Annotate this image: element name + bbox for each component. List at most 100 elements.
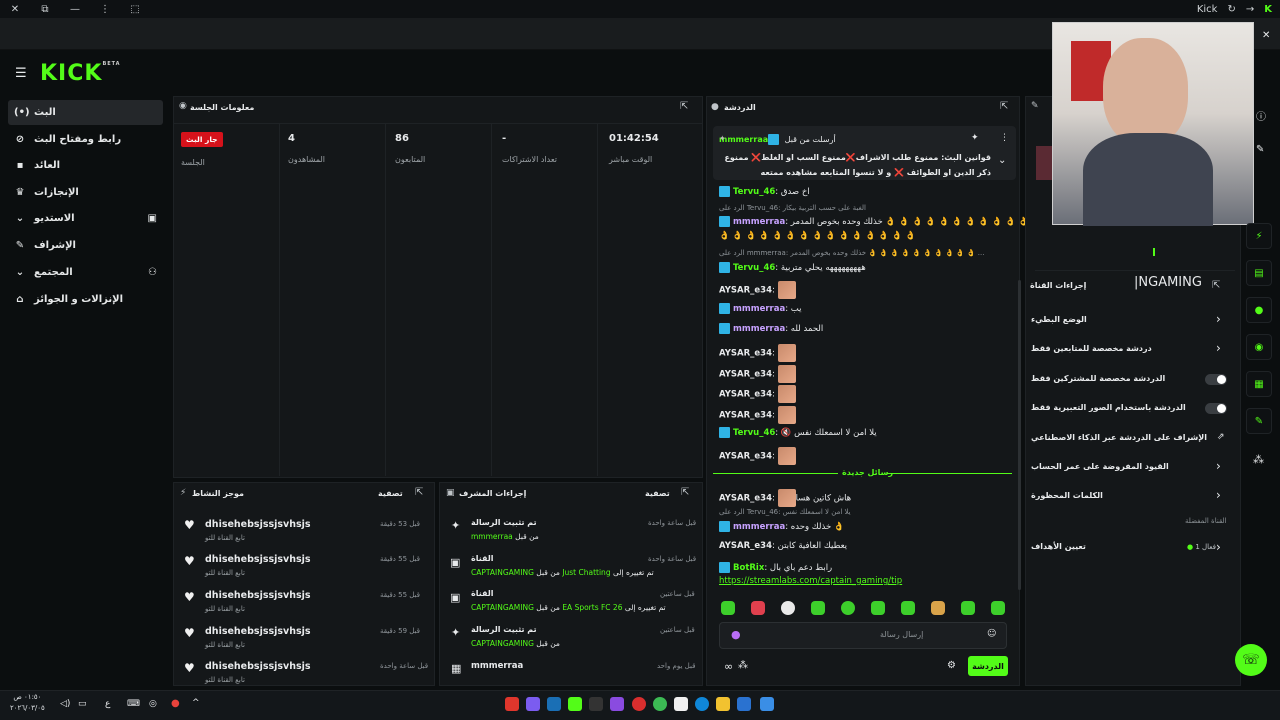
emote-button[interactable] [871, 601, 885, 615]
chat-username[interactable]: BotRix [733, 563, 765, 573]
forward-icon[interactable]: → [1245, 3, 1255, 15]
chat-scrollbar[interactable] [1018, 280, 1021, 590]
account-age-row[interactable]: القيود المفروضة على عمر الحساب [1031, 462, 1169, 471]
chat-username[interactable]: AYSAR_e34 [719, 285, 773, 296]
emotes-only-toggle[interactable] [1205, 403, 1227, 414]
emote-button[interactable] [991, 601, 1005, 615]
chat-username[interactable]: AYSAR_e34 [719, 389, 773, 400]
chevron-right-icon[interactable]: › [1216, 488, 1221, 502]
chevron-right-icon[interactable]: › [1216, 540, 1221, 554]
edit-icon[interactable]: ✎ [1256, 144, 1265, 155]
chrome-icon[interactable] [653, 697, 667, 711]
kick-app-icon[interactable] [568, 697, 582, 711]
layout-button[interactable]: ▦ [1246, 371, 1272, 397]
kick-logo[interactable]: KICKBETA [40, 61, 121, 86]
network-icon[interactable]: ▭ [78, 699, 87, 709]
sidebar-item-achievements[interactable]: ♛ الإنجازات [15, 187, 79, 198]
app-icon[interactable] [674, 697, 688, 711]
minimize-icon[interactable]: — [70, 3, 80, 15]
hamburger-menu-icon[interactable]: ☰ [15, 66, 27, 81]
more-icon[interactable]: ⋮ [1000, 133, 1009, 143]
app-icon[interactable] [547, 697, 561, 711]
emote-button[interactable] [751, 601, 765, 615]
language-indicator[interactable]: ع [105, 699, 111, 709]
sidebar-item-studio[interactable]: ⌄ الاستديو ▣ [15, 213, 157, 224]
support-button[interactable]: ☏ [1235, 644, 1267, 676]
mic-icon[interactable]: ● [731, 628, 741, 641]
keyboard-icon[interactable]: ⌨ [127, 699, 140, 709]
taskbar-clock[interactable]: ٠١:٥٠ ص ٢٠٢٦/٠٣/٠٥ [10, 693, 45, 712]
edge-icon[interactable] [695, 697, 709, 711]
sidebar-item-revenue[interactable]: ▪ العائد [8, 153, 163, 178]
menu-icon[interactable]: ⋮ [100, 3, 110, 15]
chat-username[interactable]: AYSAR_e34 [719, 348, 773, 359]
emote-button[interactable] [841, 601, 855, 615]
popout-icon[interactable]: ⇱ [680, 101, 689, 112]
chat-username[interactable]: AYSAR_e34 [719, 410, 773, 421]
sidebar-item-stream-key[interactable]: ⊘ رابط ومفتاح البث [15, 134, 122, 145]
users-icon[interactable]: ⁂ [738, 660, 748, 671]
mic-icon[interactable]: ● [171, 698, 180, 709]
sidebar-item-moderation[interactable]: ✎ الإشراف [15, 240, 76, 251]
gear-icon[interactable]: ⚙ [947, 660, 956, 671]
popout-icon[interactable]: ⇱ [681, 487, 690, 498]
apps-icon[interactable]: ⁂ [1253, 453, 1264, 466]
set-goals-row[interactable]: تعيين الأهداف [1031, 542, 1086, 551]
app-icon[interactable] [737, 697, 751, 711]
wrench-button[interactable]: ✎ [1246, 408, 1272, 434]
app-icon[interactable] [632, 697, 646, 711]
infinity-icon[interactable]: ∞ [724, 660, 734, 673]
popout-icon[interactable]: ⇱ [1000, 101, 1009, 112]
followers-only-row[interactable]: دردشة مخصصة للمتابعين فقط [1031, 344, 1152, 353]
chat-username[interactable]: AYSAR_e34 [719, 541, 773, 551]
chevron-down-icon[interactable]: ⌄ [998, 155, 1007, 166]
external-link-icon[interactable]: ⇗ [1217, 432, 1225, 442]
emote-button[interactable] [931, 601, 945, 615]
app-icon[interactable] [610, 697, 624, 711]
app-icon[interactable] [526, 697, 540, 711]
reload-icon[interactable]: ↻ [1227, 3, 1236, 15]
broadcast-button[interactable]: ◉ [1246, 334, 1272, 360]
chat-button[interactable]: ● [1246, 297, 1272, 323]
subscribers-only-toggle[interactable] [1205, 374, 1227, 385]
notes-button[interactable]: ▤ [1246, 260, 1272, 286]
chat-username[interactable]: mmmerraa [733, 522, 786, 532]
bolt-button[interactable]: ⚡ [1246, 223, 1272, 249]
emote-button[interactable] [811, 601, 825, 615]
slow-mode-row[interactable]: الوضع البطيء [1031, 315, 1087, 324]
info-icon[interactable]: ⓘ [1256, 112, 1266, 123]
settings-icon[interactable]: ◎ [149, 699, 157, 709]
emote-button[interactable] [961, 601, 975, 615]
sidebar-item-drops[interactable]: ⌂ الإنزالات و الجوائز [8, 287, 163, 312]
close-icon[interactable]: ✕ [10, 3, 20, 15]
emoji-icon[interactable]: ☺ [987, 629, 997, 639]
chat-input[interactable] [719, 622, 1007, 649]
volume-icon[interactable]: ◁) [60, 699, 71, 709]
chat-link[interactable]: https://streamlabs.com/captain_gaming/ti… [719, 576, 903, 586]
close-icon[interactable]: ✕ [1262, 30, 1271, 41]
send-chat-button[interactable]: الدردشة [968, 656, 1008, 676]
sidebar-item-community[interactable]: ⌄ المجتمع ⚇ [15, 267, 157, 278]
chevron-right-icon[interactable]: › [1216, 341, 1221, 355]
folder-icon[interactable] [716, 697, 730, 711]
activity-filter[interactable]: تصفية [378, 489, 403, 498]
sidebar-item-broadcast[interactable]: (•) البث [8, 100, 163, 125]
chat-username[interactable]: Tervu_46 [733, 263, 776, 273]
chat-username[interactable]: Tervu_46 [733, 428, 776, 438]
chevron-right-icon[interactable]: › [1216, 312, 1221, 326]
mod-actions-filter[interactable]: تصفية [645, 489, 670, 498]
restore-icon[interactable]: ⧉ [41, 3, 49, 15]
app-icon[interactable] [505, 697, 519, 711]
app-icon[interactable] [589, 697, 603, 711]
emote-button[interactable] [721, 601, 735, 615]
chat-username[interactable]: mmmerraa [733, 217, 786, 227]
emote-button[interactable] [781, 601, 795, 615]
chat-username[interactable]: AYSAR_e34 [719, 369, 773, 380]
pin-icon[interactable]: ✦ [971, 133, 979, 143]
emote-button[interactable] [901, 601, 915, 615]
banned-words-row[interactable]: الكلمات المحظورة [1031, 491, 1103, 500]
ai-moderation-row[interactable]: الإشراف على الدردشة عبر الذكاء الاصطناعي [1031, 433, 1207, 442]
popout-icon[interactable]: ⇱ [415, 487, 424, 498]
app-icon[interactable] [760, 697, 774, 711]
chat-username[interactable]: mmmerraa [733, 324, 786, 334]
